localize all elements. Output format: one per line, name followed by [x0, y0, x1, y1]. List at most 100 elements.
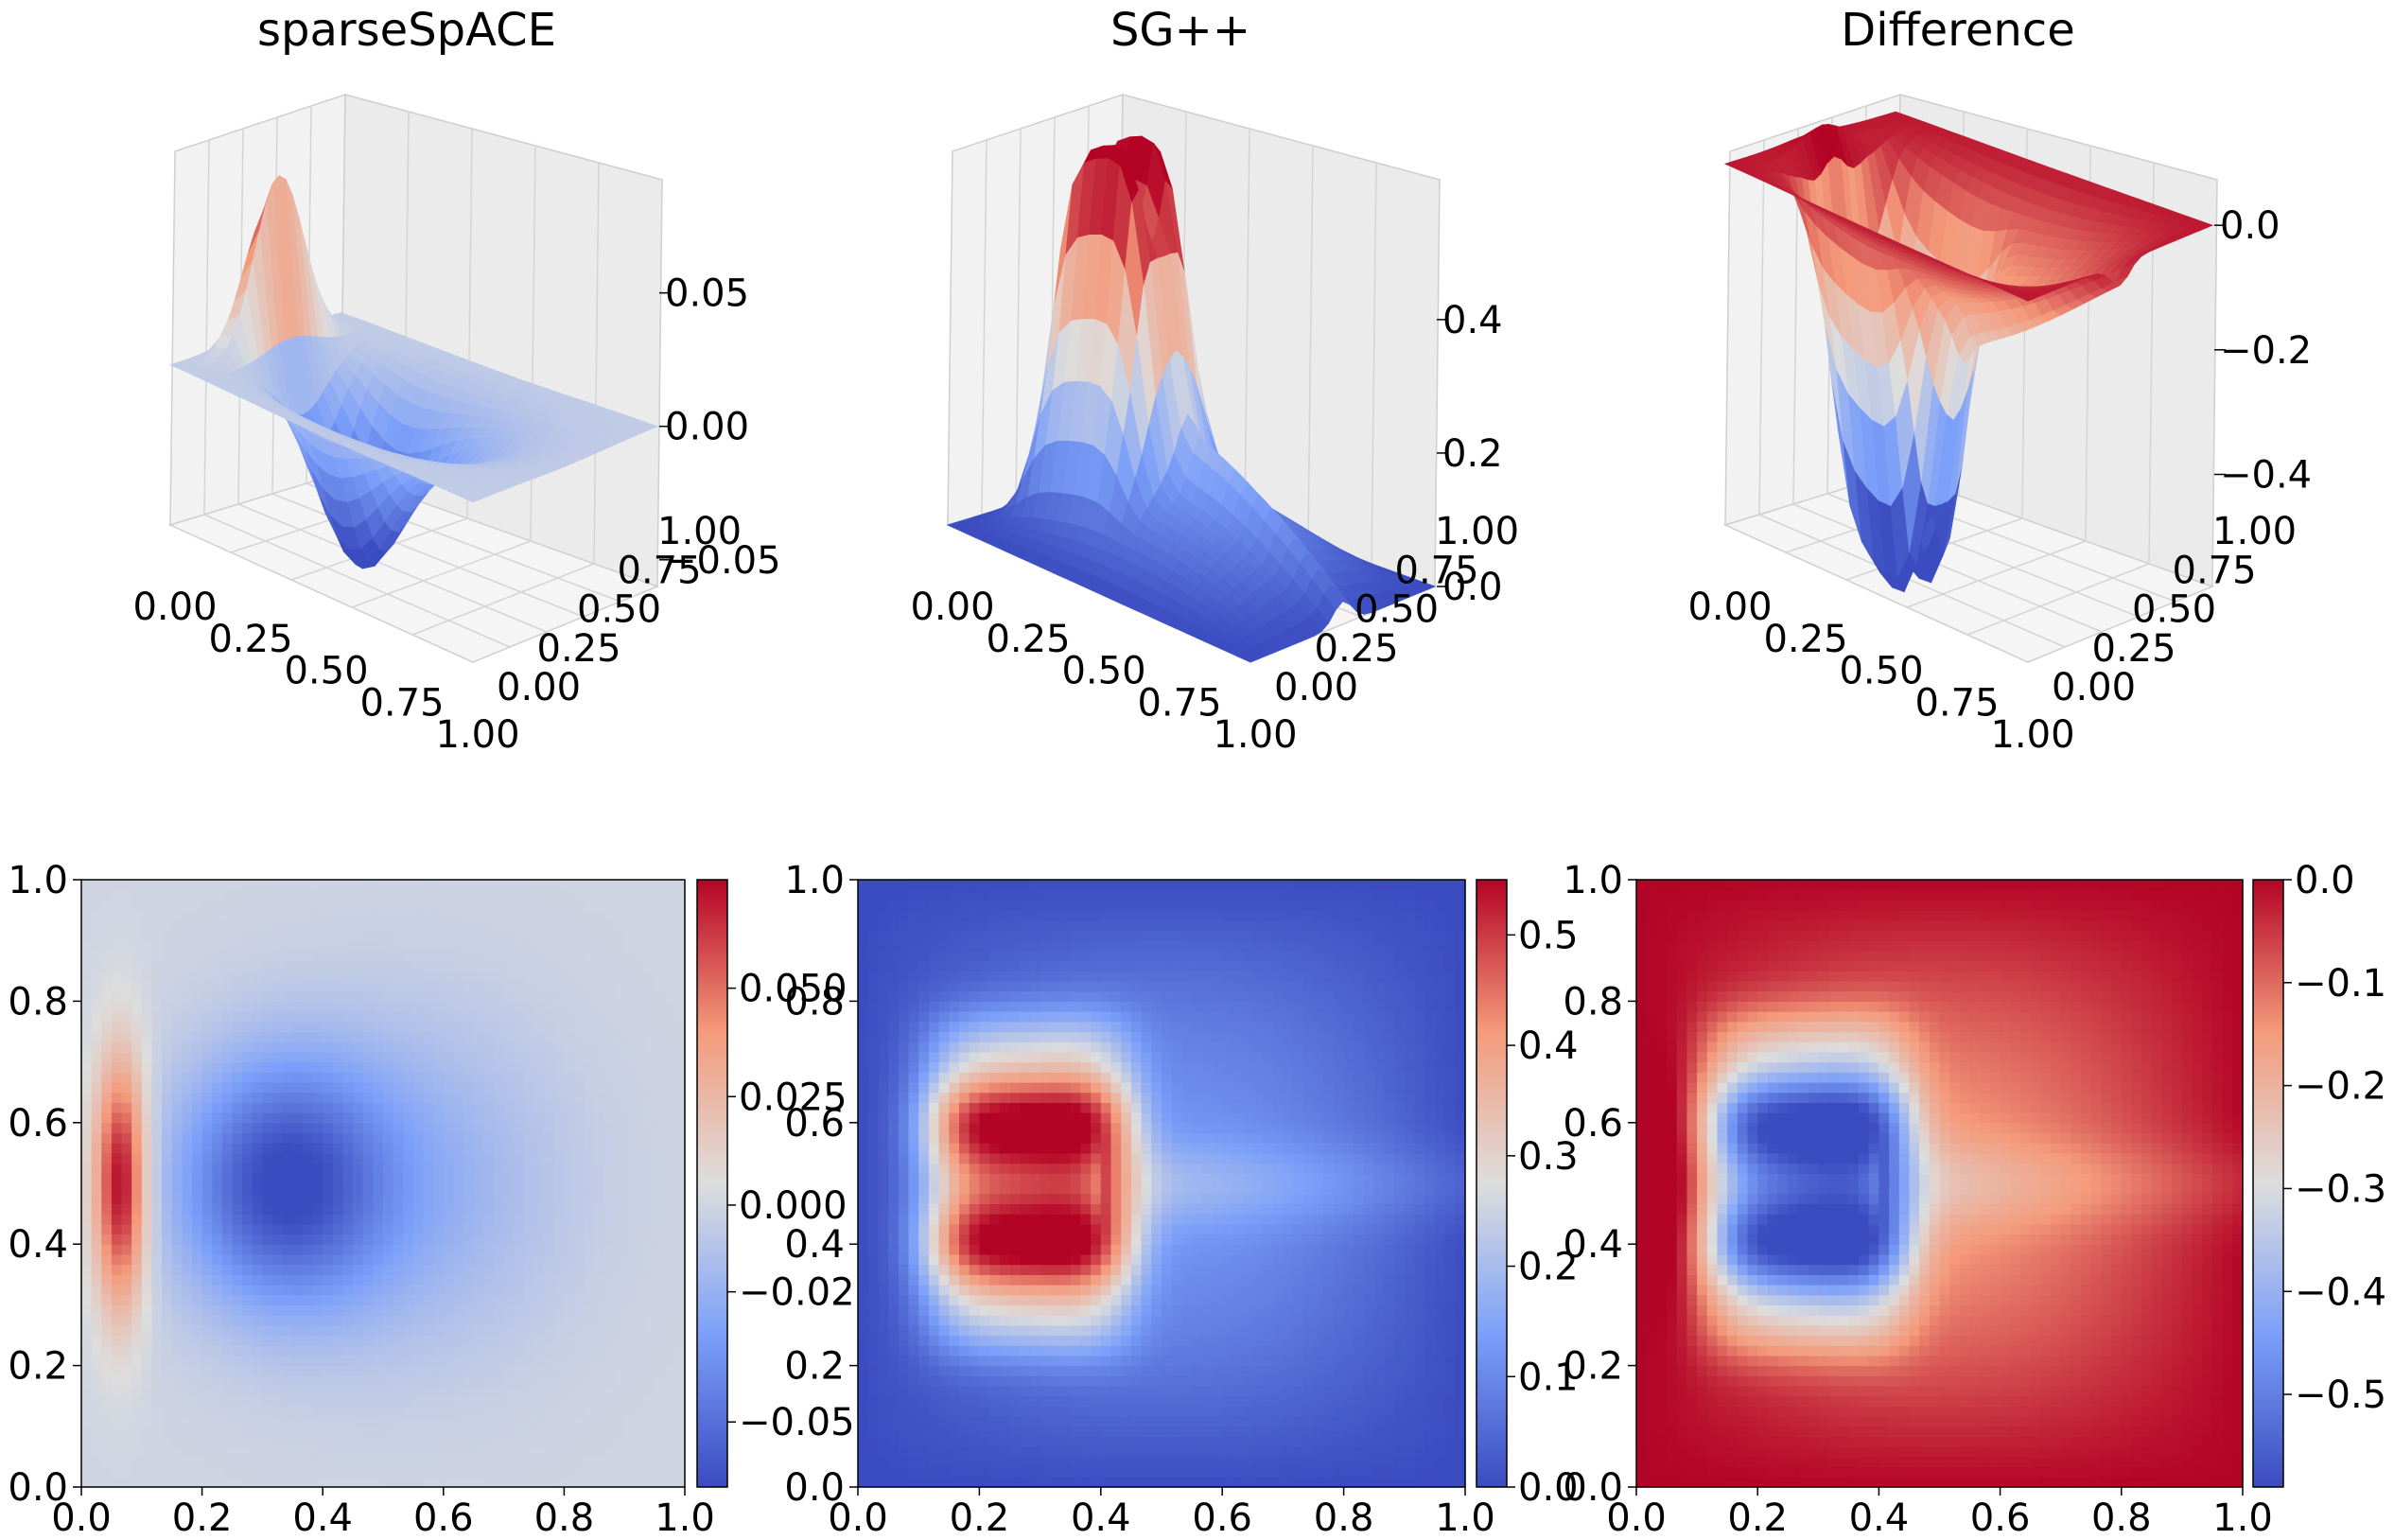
- heatmap-cell: [182, 960, 193, 971]
- heatmap-cell: [151, 1041, 163, 1053]
- heatmap-cell: [282, 1072, 293, 1083]
- heatmap-cell: [423, 1152, 434, 1164]
- heatmap-cell: [353, 1386, 364, 1397]
- heatmap-cell: [292, 1365, 304, 1376]
- heatmap-cell: [91, 1102, 102, 1113]
- heatmap-cell: [493, 1345, 505, 1356]
- heatmap-cell: [111, 981, 123, 992]
- heatmap-cell: [292, 1193, 304, 1204]
- heatmap-cell: [332, 1102, 344, 1113]
- y-tick-label: 0.00: [2052, 666, 2136, 709]
- heatmap-cell: [111, 1304, 123, 1316]
- heatmap-cell: [292, 1021, 304, 1033]
- z-tick-label: 0.05: [665, 272, 749, 316]
- heatmap-cell: [393, 1446, 404, 1458]
- heatmap-cell: [423, 1183, 434, 1195]
- heatmap-cell: [514, 1234, 525, 1245]
- grid-line: [981, 139, 987, 516]
- heatmap-cell: [162, 1335, 173, 1346]
- heatmap-cell: [342, 1214, 354, 1225]
- heatmap-cell: [403, 1051, 414, 1063]
- heatmap-cell: [171, 1203, 183, 1215]
- heatmap-cell: [111, 1355, 123, 1367]
- heatmap-cell: [212, 910, 223, 921]
- heatmap-cell: [171, 1456, 183, 1468]
- heatmap-cell: [553, 1365, 565, 1376]
- heatmap-cell: [171, 1274, 183, 1286]
- heatmap-cell: [433, 1466, 445, 1478]
- heatmap-cell: [473, 981, 484, 992]
- heatmap-cell: [81, 1223, 93, 1235]
- heatmap-cell: [514, 1001, 525, 1012]
- heatmap-cell: [523, 1477, 535, 1488]
- heatmap-cell: [242, 930, 253, 941]
- heatmap-cell: [171, 1386, 183, 1397]
- heatmap-cell: [232, 1163, 243, 1174]
- heatmap-cell: [403, 1406, 414, 1417]
- heatmap-cell: [383, 1416, 394, 1427]
- heatmap-cell: [101, 960, 113, 971]
- heatmap-cell: [272, 1203, 284, 1215]
- heatmap-cell: [533, 1203, 545, 1215]
- heatmap-cell: [473, 1466, 484, 1478]
- heatmap-cell: [191, 1365, 203, 1376]
- heatmap-cell: [131, 1477, 143, 1488]
- heatmap-cell: [412, 981, 425, 992]
- heatmap-cell: [221, 1031, 234, 1042]
- heatmap-cell: [91, 1456, 102, 1468]
- heatmap-cell: [463, 1446, 475, 1458]
- heatmap-cell: [544, 1395, 555, 1407]
- heatmap-cell: [151, 1021, 163, 1033]
- heatmap-cell: [252, 910, 263, 921]
- heatmap-cell: [151, 1072, 163, 1083]
- heatmap-cell: [232, 1375, 243, 1387]
- heatmap-cell: [503, 889, 515, 901]
- heatmap-cell: [302, 1163, 314, 1174]
- heatmap-cell: [141, 1051, 153, 1063]
- heatmap-cell: [523, 1061, 535, 1073]
- heatmap-cell: [473, 1132, 484, 1144]
- heatmap-cell: [403, 950, 414, 962]
- heatmap-cell: [423, 1102, 434, 1113]
- heatmap-cell: [323, 1011, 334, 1023]
- heatmap-cell: [412, 910, 425, 921]
- heatmap-cell: [131, 919, 143, 932]
- heatmap-cell: [111, 1244, 123, 1255]
- heatmap-cell: [473, 940, 484, 952]
- heatmap-cell: [332, 1011, 344, 1023]
- heatmap-cell: [162, 1375, 173, 1387]
- heatmap-cell: [553, 1315, 565, 1326]
- heatmap-cell: [272, 1223, 284, 1235]
- heatmap-cell: [362, 1214, 374, 1225]
- heatmap-cell: [342, 971, 354, 982]
- heatmap-cell: [272, 889, 284, 901]
- heatmap-cell: [473, 1406, 484, 1417]
- heatmap-cell: [403, 1466, 414, 1478]
- heatmap-cell: [362, 1163, 374, 1174]
- heatmap-cell: [373, 1365, 384, 1376]
- heatmap-cell: [121, 1061, 132, 1073]
- heatmap-cell: [101, 1183, 113, 1195]
- heatmap-cell: [332, 1163, 344, 1174]
- heatmap-cell: [302, 900, 314, 911]
- heatmap-cell: [353, 1477, 364, 1488]
- heatmap-cell: [111, 1061, 123, 1073]
- heatmap-cell: [433, 1285, 445, 1296]
- heatmap-cell: [221, 919, 234, 932]
- heatmap-cell: [473, 1193, 484, 1204]
- heatmap-cell: [353, 1304, 364, 1316]
- heatmap-cell: [252, 1406, 263, 1417]
- heatmap-cell: [353, 910, 364, 921]
- heatmap-cell: [423, 990, 434, 1002]
- heatmap-cell: [242, 1001, 253, 1012]
- heatmap-cell: [81, 880, 93, 891]
- heatmap-cell: [252, 1122, 263, 1134]
- heatmap-cell: [252, 1112, 263, 1124]
- heatmap-cell: [393, 1304, 404, 1316]
- heatmap-cell: [393, 1092, 404, 1103]
- heatmap-cell: [111, 1082, 123, 1094]
- heatmap-cell: [544, 1274, 555, 1286]
- heatmap-cell: [302, 1335, 314, 1346]
- heatmap-cell: [523, 1466, 535, 1478]
- heatmap-cell: [453, 1436, 464, 1447]
